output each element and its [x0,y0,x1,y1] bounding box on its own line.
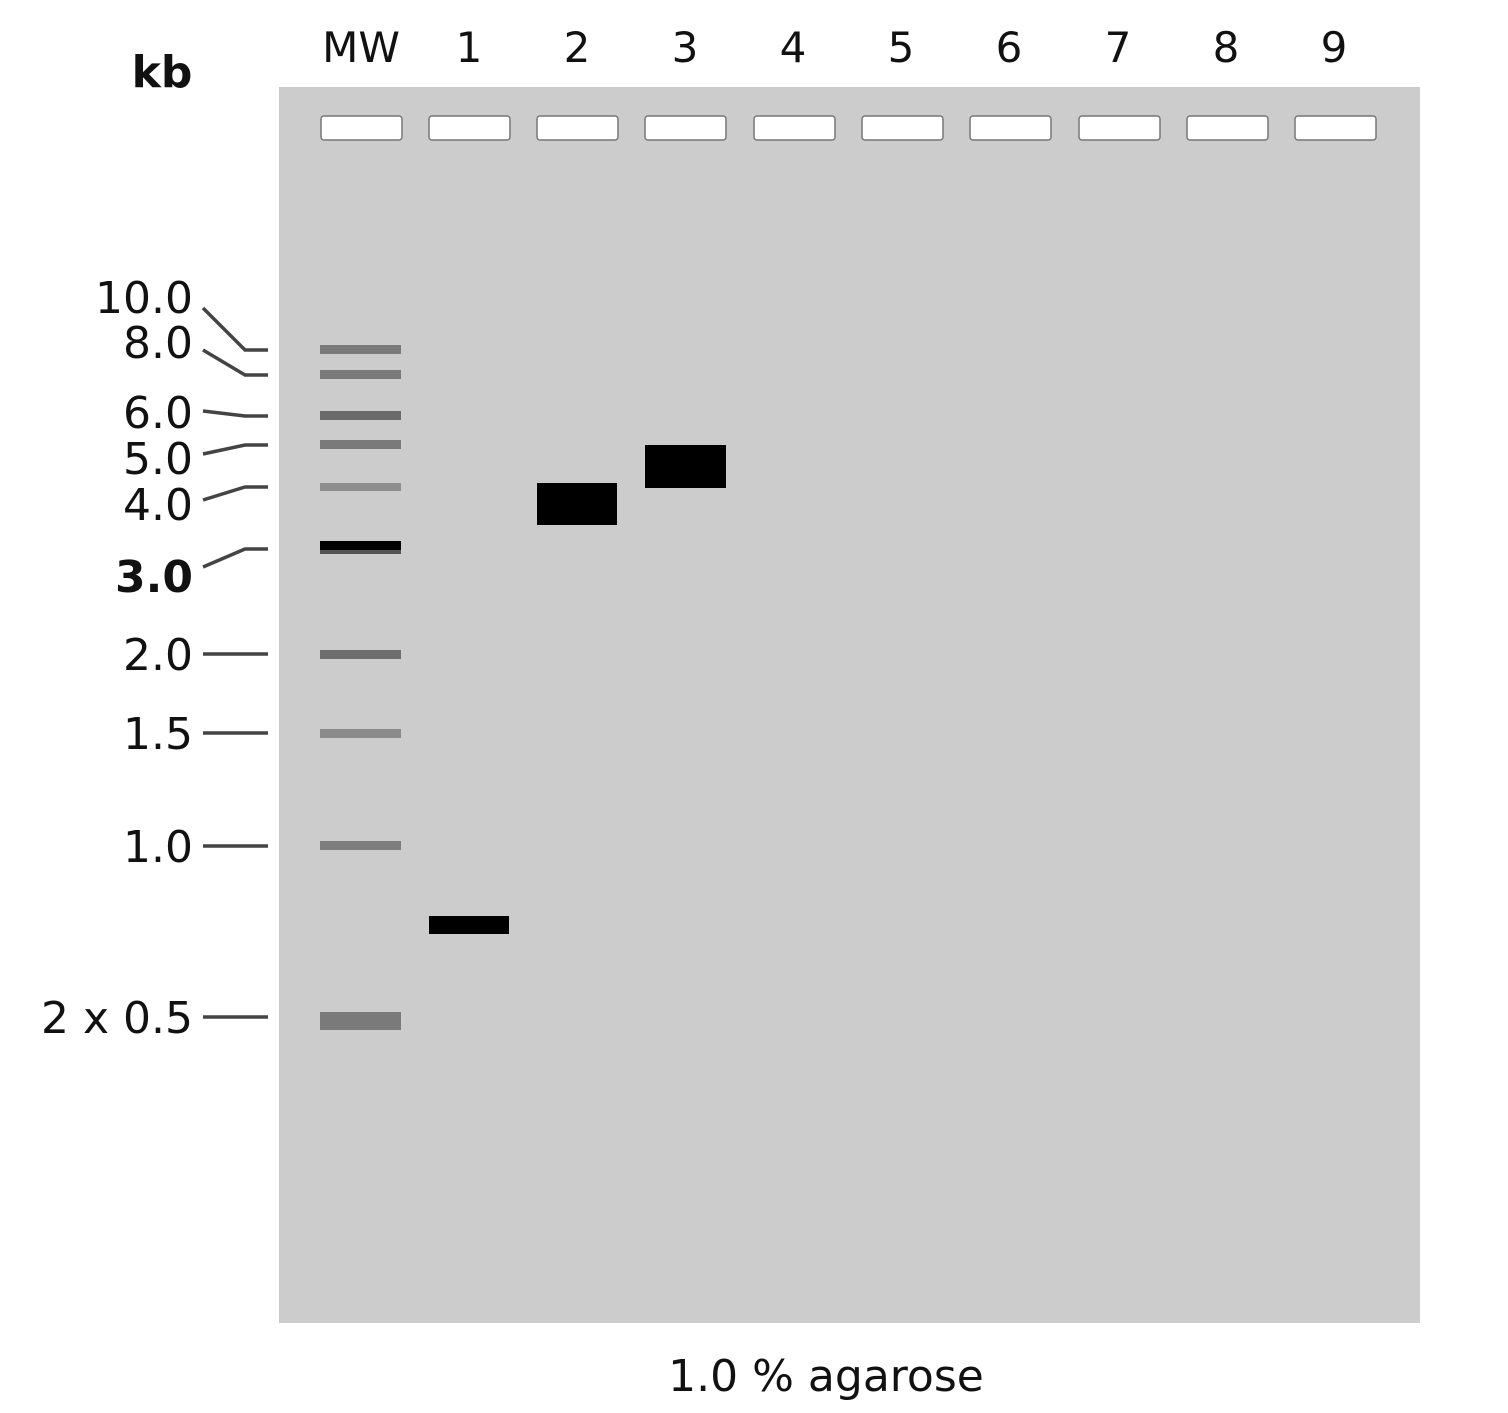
wells [320,115,1377,141]
well-mw [320,115,403,141]
well-3 [644,115,727,141]
ladder-band-2kb [320,650,401,659]
marker-label-4: 4.0 [123,480,193,531]
lane-label-8: 8 [1213,23,1240,72]
marker-label-3: 3.0 [115,552,193,603]
leader-line-3 [202,547,268,569]
sample-band-lane-2 [537,483,617,525]
ladder-band-5kb [320,440,401,449]
marker-label-5: 5.0 [123,434,193,485]
leader-line-6 [202,409,268,418]
well-9 [1294,115,1377,141]
marker-label-0-5: 2 x 0.5 [41,993,193,1044]
lane-label-3: 3 [672,23,699,72]
marker-labels: 10.0 8.0 6.0 5.0 4.0 3.0 2.0 1.5 1.0 2 x… [41,273,193,1044]
well-5 [861,115,944,141]
well-1 [428,115,511,141]
ladder-band-6kb [320,411,401,420]
lane-label-9: 9 [1321,23,1348,72]
caption: 1.0 % agarose [668,1351,984,1402]
lane-labels: MW 1 2 3 4 5 6 7 8 9 [322,23,1347,72]
lane-label-4: 4 [780,23,807,72]
ladder-band-0-5kb-doublet [320,1012,401,1030]
well-2 [536,115,619,141]
sample-band-lane-3 [645,445,726,488]
well-8 [1186,115,1269,141]
leader-lines [201,306,268,1019]
lane-label-5: 5 [888,23,915,72]
leader-line-4 [202,485,268,502]
well-7 [1078,115,1161,141]
lane-label-7: 7 [1105,23,1132,72]
ladder-band-3kb [320,541,401,550]
marker-label-2: 2.0 [123,630,193,681]
lane-label-2: 2 [564,23,591,72]
marker-label-1: 1.0 [123,822,193,873]
lane-label-1: 1 [456,23,483,72]
marker-label-6: 6.0 [123,388,193,439]
lane-label-mw: MW [322,23,400,72]
ladder-band-4kb [320,483,401,491]
marker-label-10: 10.0 [95,273,193,324]
unit-label: kb [132,47,193,98]
ladder-band-8kb [320,370,401,379]
ladder-band-3kb-shadow [320,550,401,554]
well-4 [753,115,836,141]
ladder-band-1kb [320,841,401,850]
leader-line-5 [202,443,268,456]
marker-label-8: 8.0 [123,318,193,369]
leader-line-10 [201,306,268,352]
ladder-bands [320,345,401,1030]
gel-background [279,87,1420,1323]
sample-band-lane-1 [429,916,509,934]
ladder-band-10kb [320,345,401,354]
marker-label-1-5: 1.5 [123,709,193,760]
sample-bands [429,445,726,934]
well-6 [969,115,1052,141]
leader-line-8 [202,348,268,377]
lane-label-6: 6 [996,23,1023,72]
ladder-band-1-5kb [320,729,401,738]
